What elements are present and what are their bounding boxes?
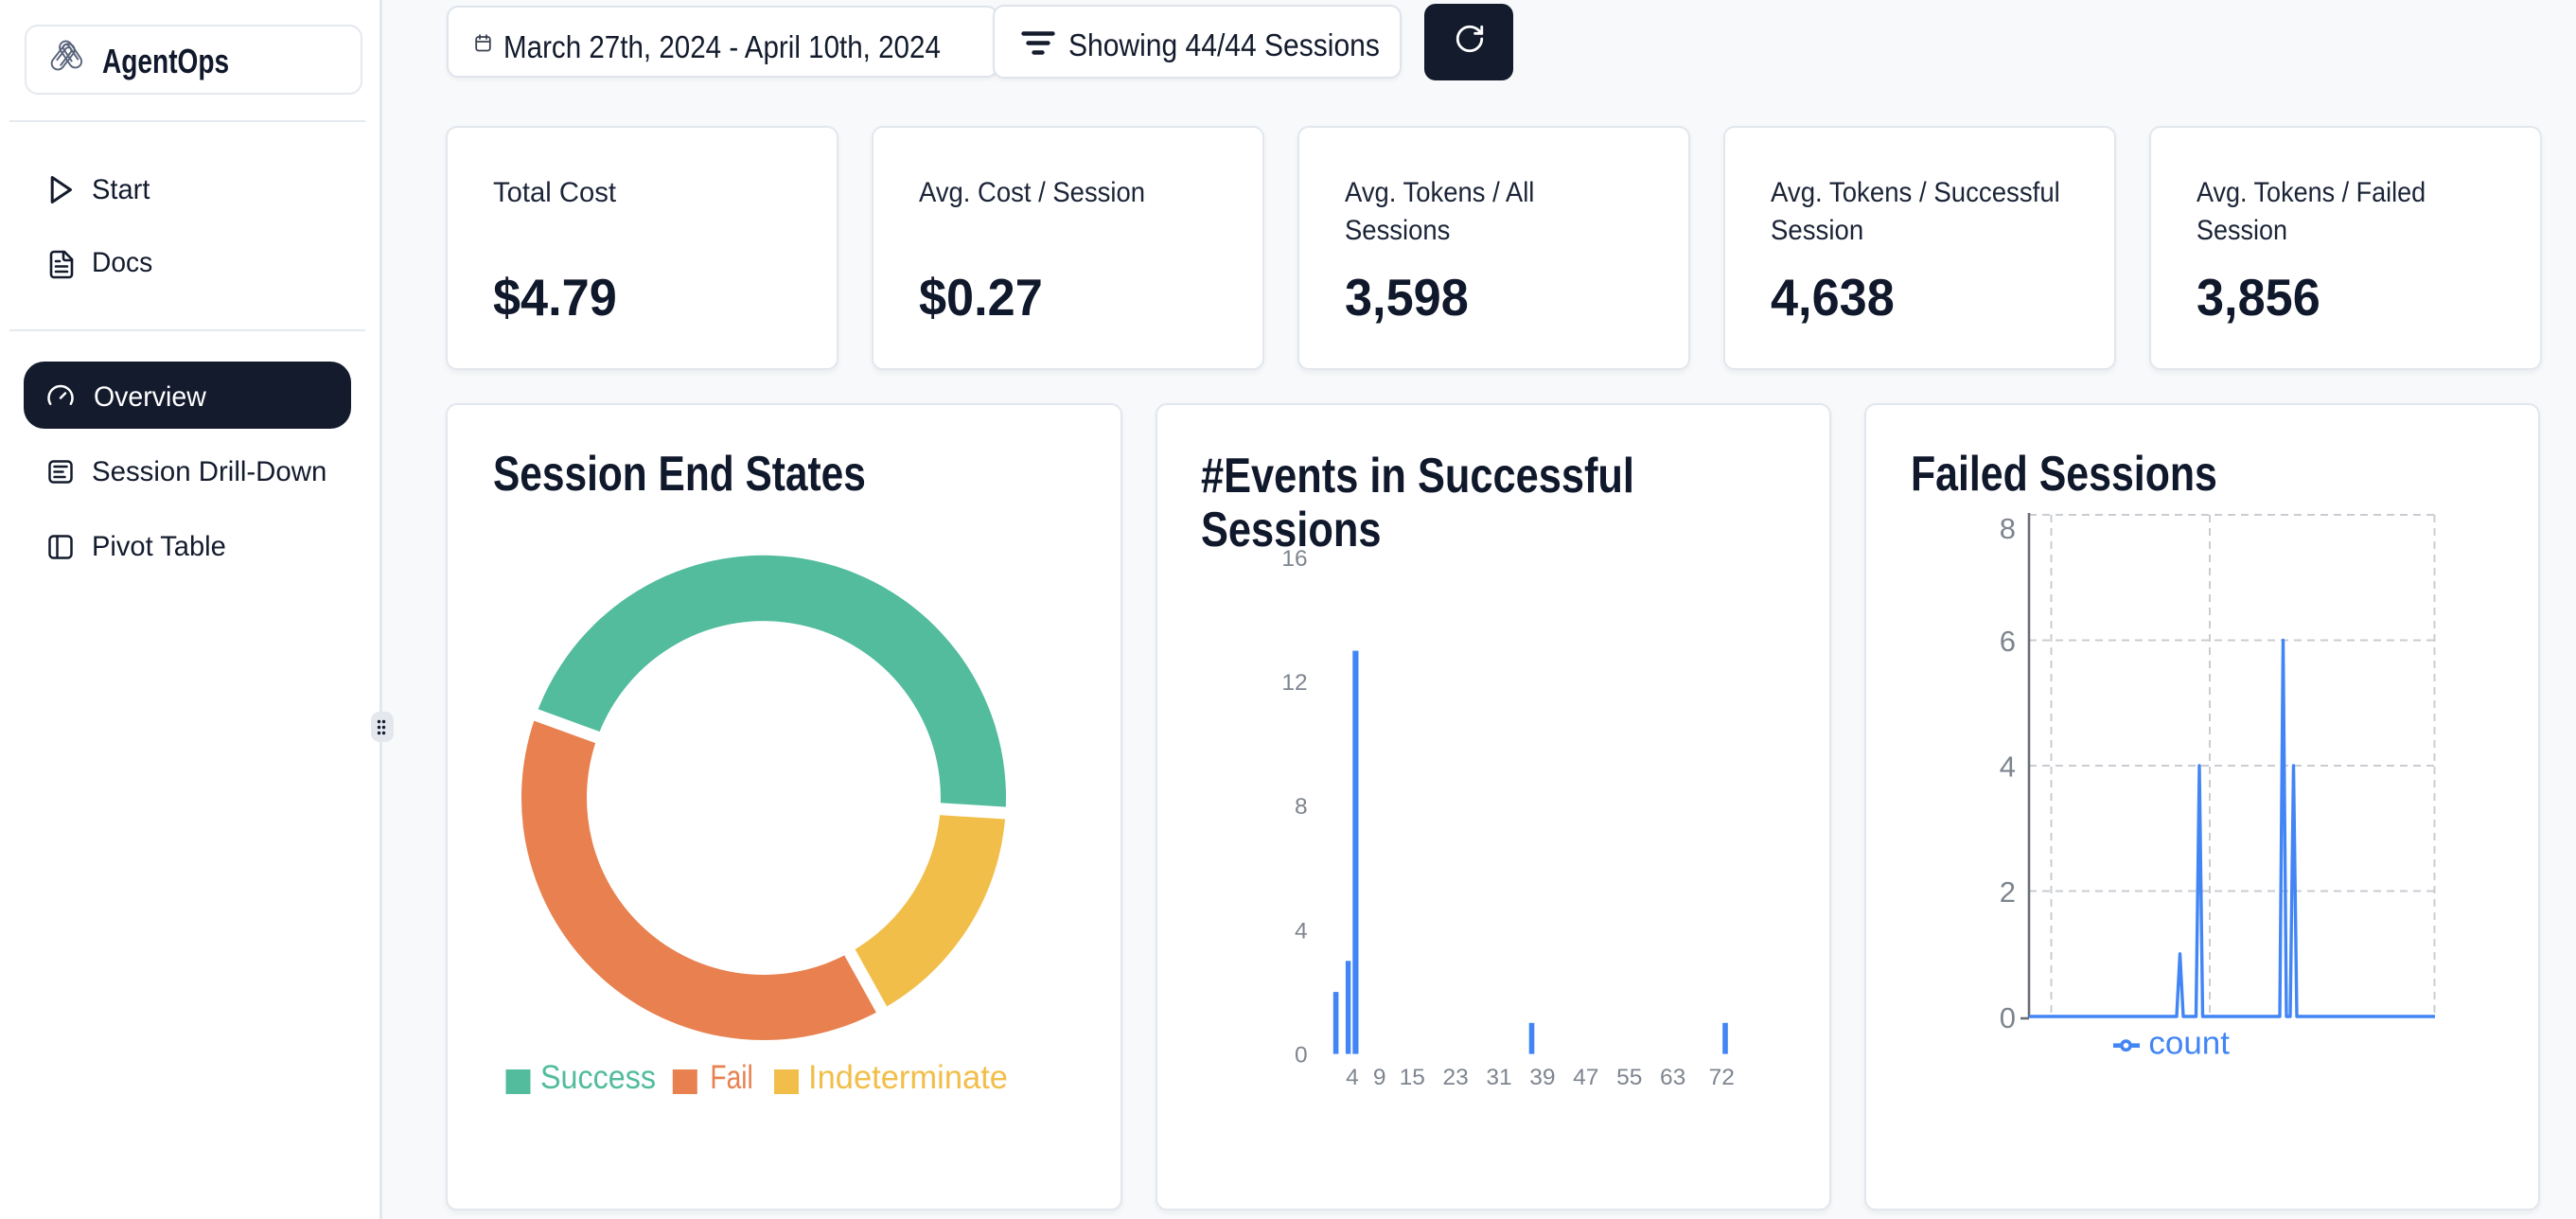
svg-text:8: 8 [1295, 794, 1308, 820]
svg-text:count: count [2148, 1026, 2230, 1062]
svg-text:4: 4 [1295, 918, 1308, 944]
svg-text:12: 12 [1281, 670, 1307, 696]
svg-text:0: 0 [2000, 1001, 2016, 1034]
svg-text:55: 55 [1616, 1065, 1642, 1090]
svg-text:39: 39 [1529, 1065, 1555, 1090]
svg-text:2: 2 [2000, 875, 2016, 909]
svg-text:4: 4 [1346, 1065, 1359, 1090]
svg-text:16: 16 [1281, 546, 1307, 572]
svg-text:Indeterminate: Indeterminate [808, 1059, 1008, 1096]
svg-text:9: 9 [1373, 1065, 1386, 1090]
svg-text:0: 0 [1295, 1042, 1308, 1068]
svg-text:8: 8 [2000, 512, 2016, 545]
svg-text:23: 23 [1442, 1065, 1468, 1090]
svg-text:31: 31 [1486, 1065, 1511, 1090]
svg-text:47: 47 [1573, 1065, 1598, 1090]
svg-text:6: 6 [2000, 625, 2016, 658]
svg-text:15: 15 [1400, 1065, 1425, 1090]
svg-text:Success: Success [540, 1059, 656, 1096]
svg-text:4: 4 [2000, 751, 2016, 784]
svg-text:Fail: Fail [710, 1059, 752, 1096]
svg-text:72: 72 [1709, 1065, 1735, 1090]
svg-text:63: 63 [1660, 1065, 1685, 1090]
